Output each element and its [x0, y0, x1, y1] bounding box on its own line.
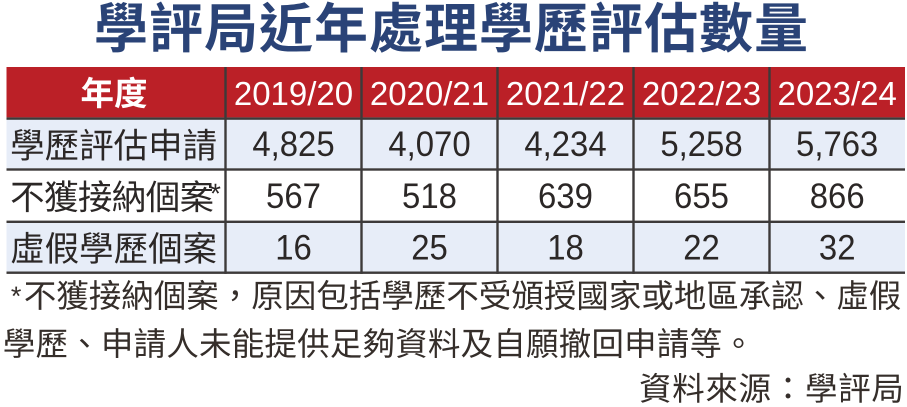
- svg-text:639: 639: [538, 177, 593, 216]
- svg-text:655: 655: [674, 177, 729, 216]
- svg-text:18: 18: [547, 228, 584, 267]
- svg-text:2021/22: 2021/22: [506, 75, 625, 112]
- svg-text:32: 32: [819, 228, 856, 267]
- svg-text:22: 22: [683, 228, 720, 267]
- svg-text:5,258: 5,258: [660, 125, 742, 164]
- svg-text:2022/23: 2022/23: [642, 75, 761, 112]
- svg-text:4,234: 4,234: [524, 125, 606, 164]
- svg-text:4,825: 4,825: [252, 125, 334, 164]
- svg-text:2019/20: 2019/20: [234, 75, 353, 112]
- svg-text:25: 25: [411, 228, 448, 267]
- svg-text:2023/24: 2023/24: [778, 75, 897, 112]
- svg-text:5,763: 5,763: [796, 125, 878, 164]
- svg-text:2020/21: 2020/21: [370, 75, 489, 112]
- svg-text:518: 518: [402, 177, 457, 216]
- svg-text:4,070: 4,070: [388, 125, 470, 164]
- svg-text:16: 16: [275, 228, 312, 267]
- svg-text:567: 567: [266, 177, 321, 216]
- svg-text:866: 866: [810, 177, 865, 216]
